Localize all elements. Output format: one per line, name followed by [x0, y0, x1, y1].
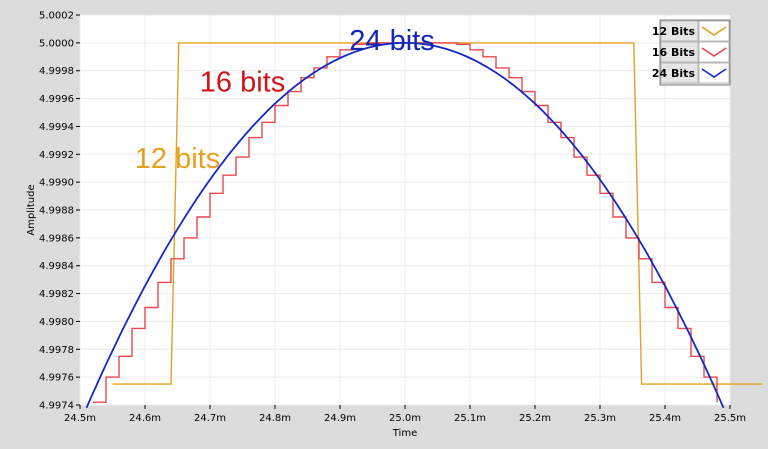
y-axis-label: Amplitude [26, 184, 37, 235]
legend-label-cell [660, 41, 699, 63]
annotation-24-bits: 24 bits [349, 25, 434, 57]
legend-entry-label: 12 Bits [652, 25, 696, 38]
legend-swatch-12-bits [701, 26, 727, 36]
x-tick-label: 24.6m [129, 413, 161, 424]
y-tick-label: 4.9988 [39, 206, 74, 217]
y-tick-label: 4.9982 [39, 289, 74, 300]
x-tick-label: 24.7m [194, 413, 226, 424]
y-tick-label: 5.0000 [39, 38, 74, 49]
annotations-group: 12 bits 16 bits 24 bits [135, 25, 435, 175]
y-tick-label: 4.9992 [39, 150, 74, 161]
series-24-bits-line [85, 42, 725, 409]
legend-swatch-cell [698, 41, 730, 63]
x-tick-label: 24.9m [324, 413, 356, 424]
y-tick-label: 4.9990 [39, 178, 74, 189]
x-tick-label: 25.0m [389, 413, 421, 424]
y-tick-label: 4.9998 [39, 66, 74, 77]
x-tick-label: 25.4m [649, 413, 681, 424]
y-tick-label: 4.9984 [39, 261, 74, 272]
y-tick-label: 4.9986 [39, 233, 74, 244]
x-tick-label: 24.8m [259, 413, 291, 424]
legend-label-cell [660, 20, 699, 42]
legend-entry-label: 24 Bits [652, 67, 696, 80]
legend: 12 Bits 16 Bits 24 Bits [652, 19, 731, 86]
x-tick-label: 24.5m [64, 413, 96, 424]
legend-label-cell [660, 62, 699, 84]
annotation-16-bits: 16 bits [200, 67, 285, 99]
x-axis-label: Time [392, 428, 417, 439]
series-group [85, 42, 763, 409]
y-tick-label: 5.0002 [39, 11, 74, 22]
y-tick-label: 4.9980 [39, 317, 74, 328]
x-tick-label: 25.3m [584, 413, 616, 424]
x-tick-label: 25.1m [454, 413, 486, 424]
x-tick-label: 25.2m [519, 413, 551, 424]
y-tick-label: 4.9974 [39, 401, 74, 412]
legend-swatch-cell [698, 62, 730, 84]
y-tick-label: 4.9976 [39, 373, 74, 384]
y-tick-label: 4.9994 [39, 122, 74, 133]
y-tick-label: 4.9978 [39, 345, 74, 356]
legend-swatch-24-bits [701, 68, 727, 78]
y-axis: 4.9974 4.9976 4.9978 4.9980 4.9982 4.9984 4.99… [39, 11, 80, 412]
x-axis: 24.5m 24.6m 24.7m 24.8m 24.9m 25.0m 25.1m 25.2m… [64, 405, 746, 424]
legend-entry-label: 16 Bits [652, 46, 696, 59]
annotation-12-bits: 12 bits [135, 143, 220, 175]
legend-swatch-16-bits [701, 47, 727, 57]
legend-swatch-cell [698, 20, 730, 42]
y-tick-label: 4.9996 [39, 94, 74, 105]
x-tick-label: 25.5m [714, 413, 746, 424]
